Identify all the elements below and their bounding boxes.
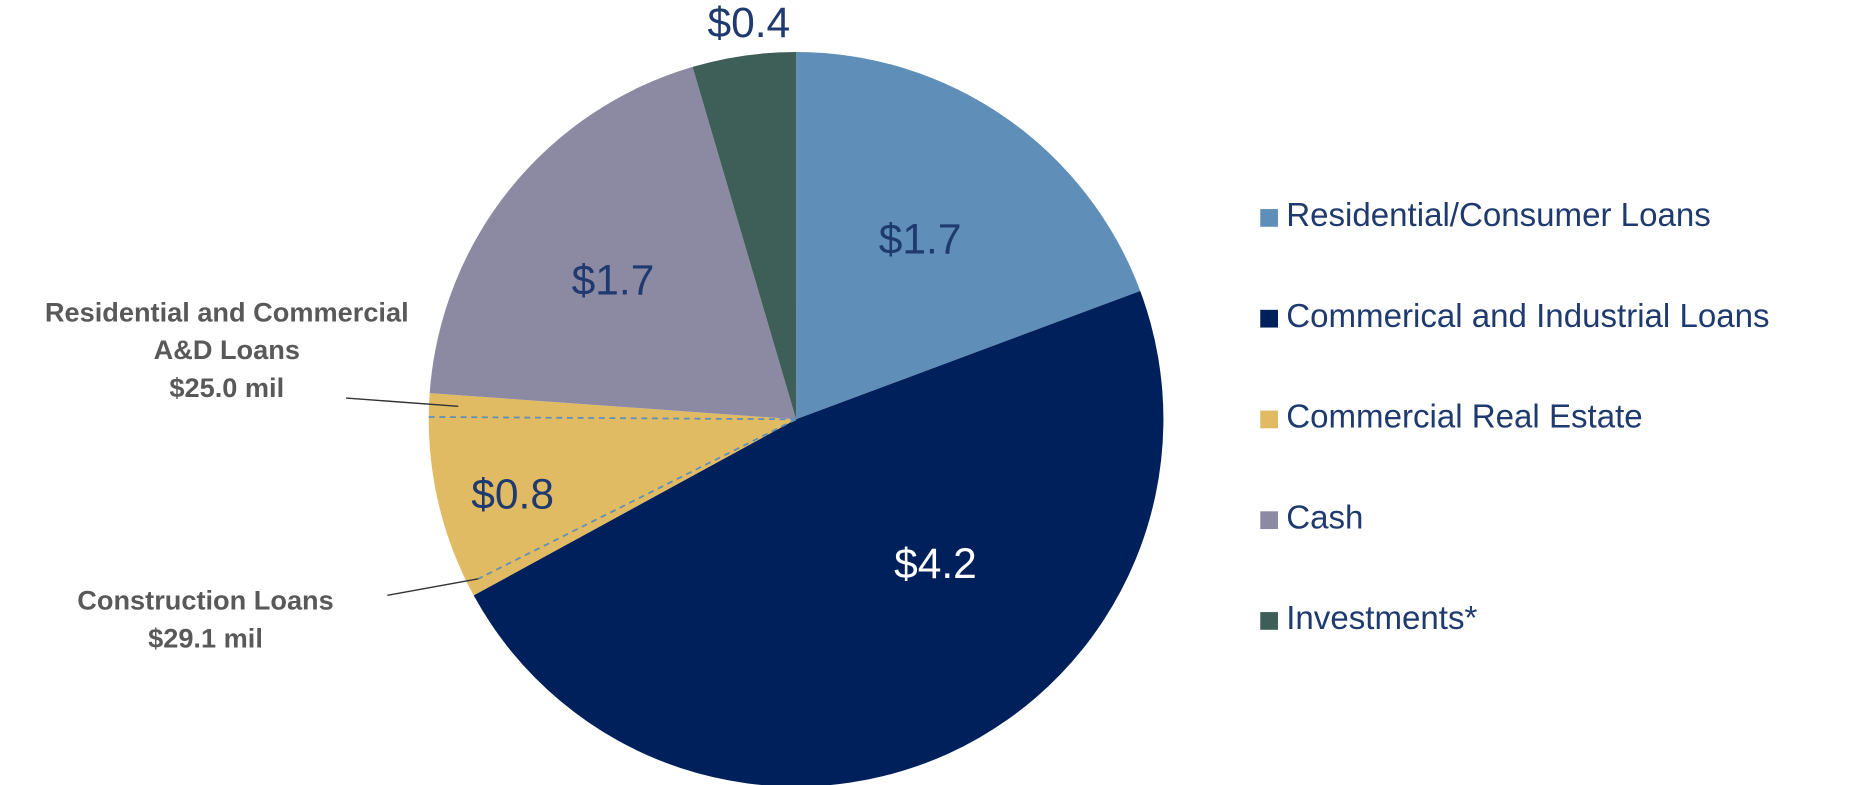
leader-line [387, 578, 479, 596]
data-label: $4.2 [894, 541, 977, 588]
legend-label: Commercial Real Estate [1286, 399, 1642, 436]
pie-slice [428, 393, 797, 596]
pie-slice [796, 51, 1141, 420]
legend-swatch [1260, 209, 1278, 227]
sub-slice-divider [428, 416, 797, 421]
data-label: $0.4 [707, 0, 790, 47]
annotation: A&D Loans [154, 334, 300, 365]
legend-label: Commerical and Industrial Loans [1286, 298, 1769, 335]
legend-swatch [1260, 612, 1278, 630]
data-label: $0.8 [471, 471, 554, 518]
leader-line [346, 397, 459, 408]
annotation: $25.0 mil [169, 372, 284, 403]
legend-label: Investments* [1286, 600, 1477, 637]
legend-swatch [1260, 511, 1278, 530]
data-label: $1.7 [879, 216, 962, 263]
legend-label: Cash [1286, 499, 1363, 536]
annotation: Residential and Commercial [45, 296, 409, 327]
pie-slice [692, 51, 797, 420]
legend-swatch [1260, 309, 1278, 328]
pie [428, 51, 1164, 785]
data-label: $1.7 [572, 258, 655, 305]
annotation: $29.1 mil [148, 622, 263, 653]
legend-swatch [1260, 410, 1278, 429]
legend-label: Residential/Consumer Loans [1286, 197, 1711, 234]
pie-slice [473, 290, 1164, 785]
pie-slice [429, 66, 797, 420]
annotation: Construction Loans [77, 585, 333, 616]
